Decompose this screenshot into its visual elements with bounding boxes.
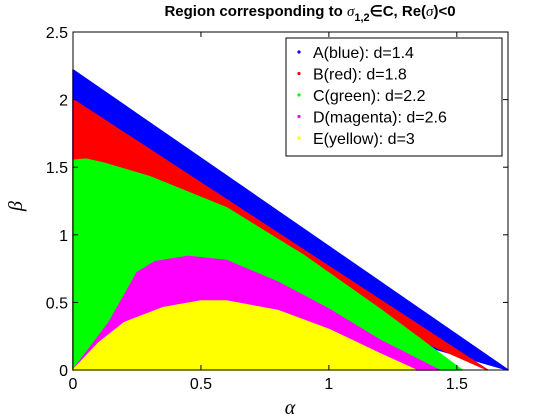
- legend-item: C(green): d=2.2: [297, 88, 426, 105]
- y-tick-label: 1: [59, 228, 68, 245]
- legend-label: B(red): d=1.8: [313, 67, 407, 84]
- y-tick-label: 0.5: [46, 295, 68, 312]
- legend-items: A(blue): d=1.4 B(red): d=1.8 C(green): d=2…: [297, 45, 447, 148]
- plot-frame: [72, 31, 509, 371]
- legend-label: A(blue): d=1.4: [313, 45, 414, 62]
- legend-marker: [297, 136, 301, 140]
- legend-item: B(red): d=1.8: [297, 67, 407, 84]
- series-layer: [72, 69, 509, 371]
- ticks-layer: 0 0.5 1 1.5 0 0.5 1 1.5 2 2.5: [46, 25, 508, 393]
- legend-label: D(magenta): d=2.6: [313, 110, 447, 127]
- legend-label: C(green): d=2.2: [313, 88, 426, 105]
- legend: A(blue): d=1.4 B(red): d=1.8 C(green): d=2…: [285, 37, 503, 157]
- title-sigma-2: σ: [426, 4, 434, 20]
- y-axis-label: β: [5, 201, 27, 212]
- x-tick-label: 1.5: [446, 376, 468, 393]
- title-sigma: σ: [347, 4, 355, 20]
- y-tick-label: 2.5: [46, 25, 68, 42]
- y-tick-label: 2: [59, 93, 68, 110]
- y-tick-label: 0: [59, 363, 68, 380]
- title-suffix1: ∈C, Re(: [370, 3, 426, 20]
- svg-text:Region corresponding to σ1,2∈C: Region corresponding to σ1,2∈C, Re(σ)<0: [164, 3, 455, 24]
- legend-marker: [297, 71, 301, 76]
- y-tick-label: 1.5: [46, 160, 68, 177]
- legend-marker: [297, 114, 301, 119]
- title-subscript: 1,2: [354, 12, 369, 24]
- legend-item: D(magenta): d=2.6: [297, 110, 447, 127]
- x-tick-label: 0: [69, 376, 78, 393]
- plot-area: 0 0.5 1 1.5 0 0.5 1 1.5 2 2.5: [46, 25, 509, 393]
- x-tick-label: 0.5: [190, 376, 212, 393]
- series-region-4: [72, 300, 417, 371]
- legend-marker: [297, 50, 301, 54]
- legend-item: E(yellow): d=3: [297, 131, 415, 148]
- legend-label: E(yellow): d=3: [313, 131, 415, 148]
- title-suffix2: )<0: [433, 3, 455, 20]
- legend-item: A(blue): d=1.4: [297, 45, 414, 62]
- chart-title: Region corresponding to σ1,2∈C, Re(σ)<0: [164, 3, 455, 24]
- title-prefix: Region corresponding to: [164, 3, 347, 20]
- legend-marker: [297, 93, 301, 97]
- x-tick-label: 1: [324, 376, 333, 393]
- x-axis-label: α: [285, 397, 296, 419]
- legend-box: [285, 37, 503, 157]
